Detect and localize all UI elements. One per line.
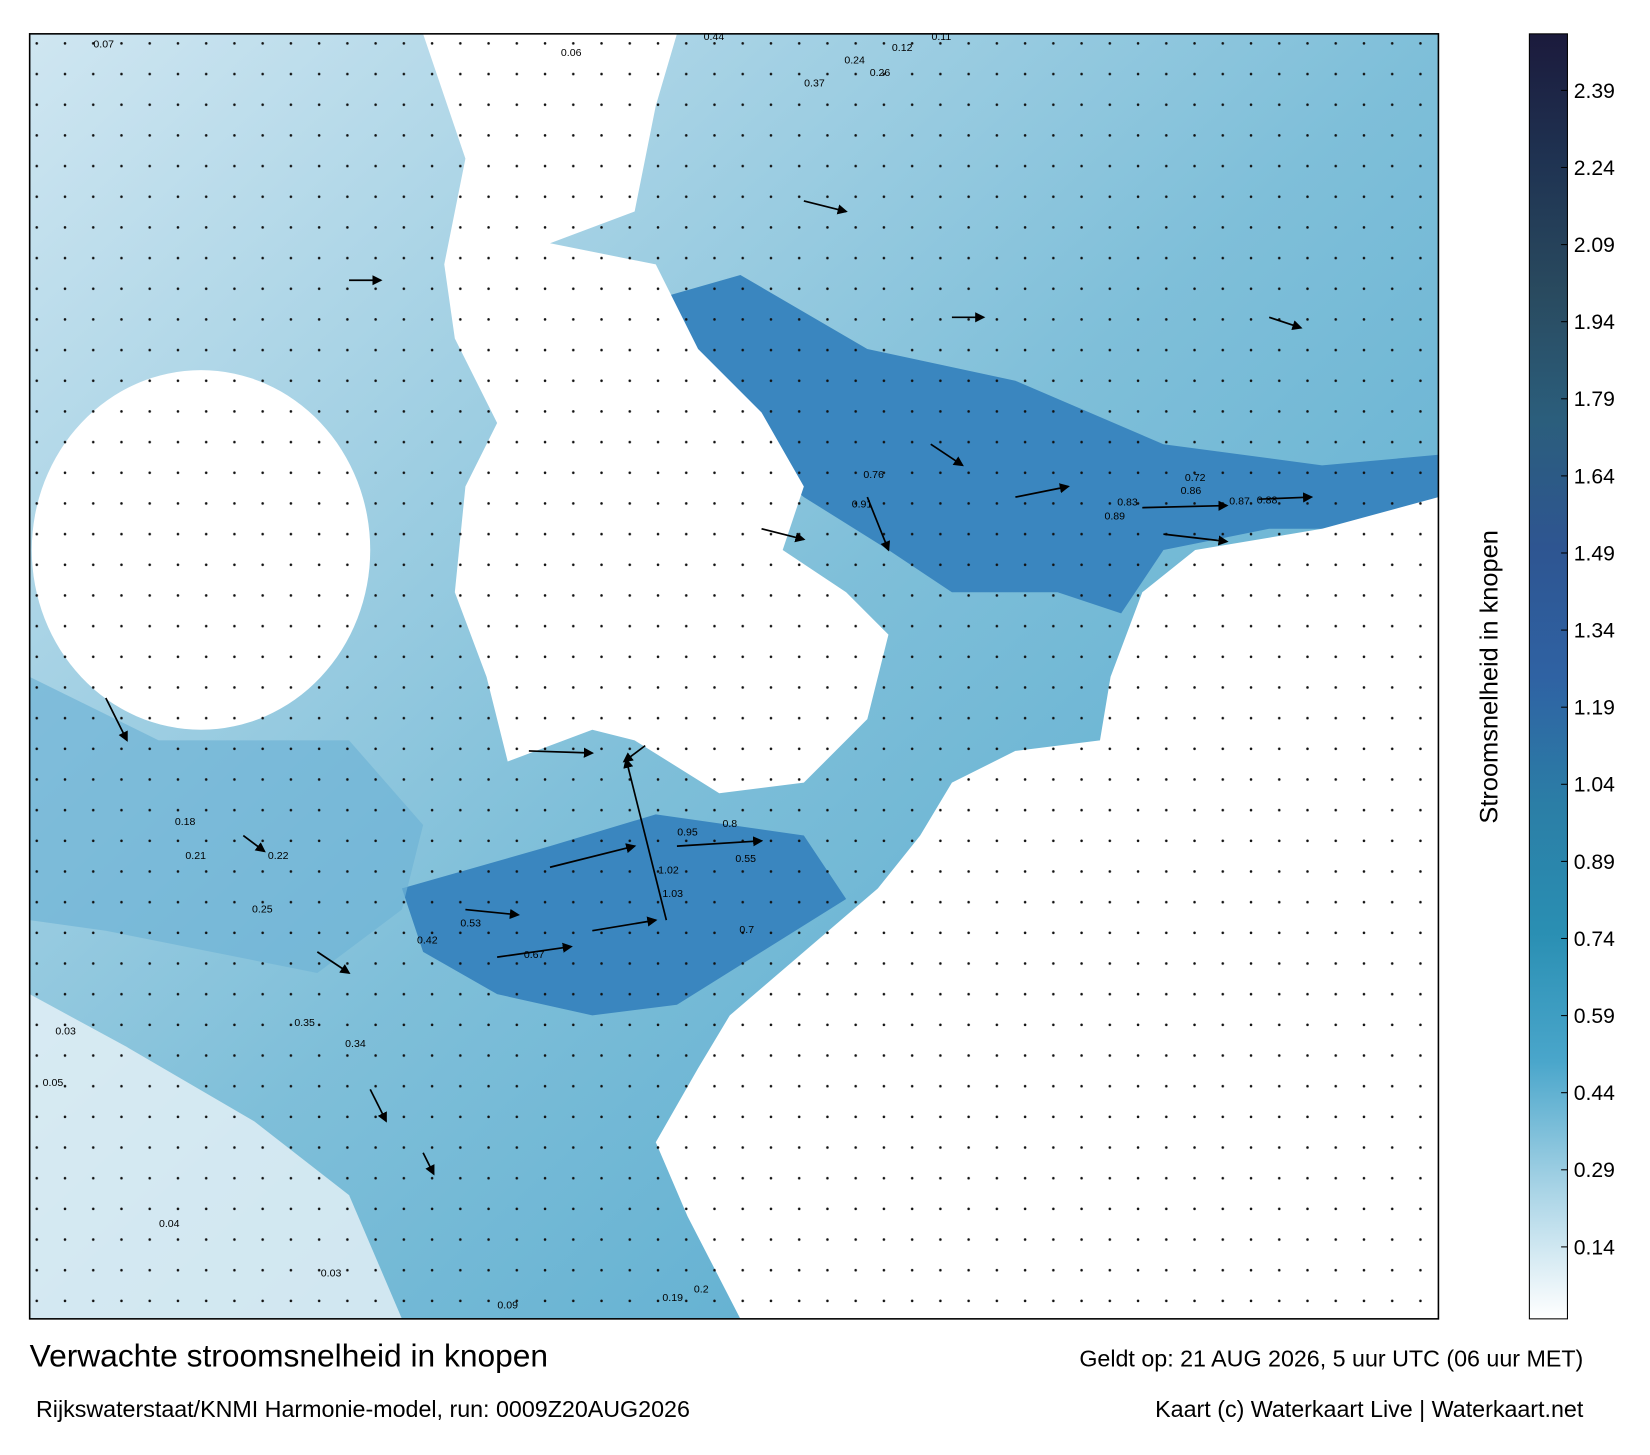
speed-label: 0.83	[1117, 497, 1138, 509]
speed-label: 0.8	[722, 818, 737, 830]
speed-label: 0.07	[93, 39, 114, 51]
speed-label: 0.22	[268, 850, 289, 862]
speed-label: 0.53	[460, 917, 481, 929]
colorbar-tick-label: 0.29	[1574, 1159, 1615, 1182]
colorbar-fill	[1528, 33, 1568, 1320]
grid-dots	[29, 33, 1439, 1319]
colorbar-tick-label: 0.74	[1574, 928, 1615, 951]
speed-label: 0.89	[1105, 510, 1126, 522]
model-run: Rijkswaterstaat/KNMI Harmonie-model, run…	[36, 1396, 690, 1422]
current-arrow	[1258, 492, 1314, 503]
colorbar-tick-label: 0.59	[1574, 1005, 1615, 1028]
speed-label: 0.03	[55, 1025, 76, 1037]
speed-label: 0.35	[294, 1017, 315, 1029]
colorbar-tick-label: 2.39	[1574, 80, 1615, 103]
speed-label: 0.04	[159, 1218, 180, 1230]
credits: Kaart (c) Waterkaart Live | Waterkaart.n…	[1155, 1396, 1584, 1422]
speed-label: 0.05	[43, 1077, 64, 1089]
colorbar-tick-label: 1.19	[1574, 697, 1615, 720]
colorbar-tick-label: 0.44	[1574, 1082, 1615, 1105]
speed-label: 0.37	[804, 78, 825, 90]
current-arrow	[528, 747, 595, 758]
speed-label: 0.42	[417, 934, 438, 946]
speed-label: 0.21	[185, 850, 206, 862]
current-arrow	[1163, 533, 1229, 546]
speed-label: 1.02	[658, 865, 679, 877]
current-arrow	[369, 1088, 387, 1123]
speed-label: 0.06	[561, 47, 582, 59]
current-arrow	[549, 843, 637, 869]
speed-label: 0.86	[1181, 485, 1202, 497]
colorbar-tick-label: 1.94	[1574, 311, 1615, 334]
speed-label: 0.87	[1229, 495, 1250, 507]
speed-label: 0.7	[739, 924, 754, 936]
current-arrow	[316, 951, 351, 974]
speed-label: 0.12	[892, 42, 913, 54]
speed-label: 0.25	[252, 904, 273, 916]
speed-label: 0.09	[497, 1299, 518, 1311]
current-arrow	[803, 200, 848, 215]
current-arrows	[105, 200, 1314, 1176]
speed-label: 0.91	[852, 499, 873, 511]
speed-label: 0.18	[175, 816, 196, 828]
speed-label: 1.03	[662, 888, 683, 900]
colorbar-tick-label: 1.64	[1574, 465, 1615, 488]
speed-label: 0.19	[662, 1292, 683, 1304]
current-arrow	[465, 908, 520, 920]
speed-label: 0.55	[735, 853, 756, 865]
current-arrow	[422, 1152, 435, 1176]
colorbar-tick-label: 0.14	[1574, 1236, 1615, 1259]
speed-label: 0.24	[844, 54, 865, 66]
current-arrow	[105, 697, 128, 742]
colorbar-tick-label: 2.09	[1574, 234, 1615, 257]
map-labels: 0.07 1.02 1.03 0.95 0.830.89 0.91 0.87 0.88 0.86…	[43, 31, 1278, 1311]
current-arrow	[866, 496, 891, 552]
colorbar-tick-label: 2.24	[1574, 157, 1615, 180]
colorbar-tick-label: 0.89	[1574, 851, 1615, 874]
current-arrow	[1015, 483, 1070, 498]
colorbar-tick-label: 1.49	[1574, 542, 1615, 565]
speed-label: 0.34	[345, 1038, 366, 1050]
colorbar: 0.14 0.29 0.44 0.59 0.74 0.89 1.04 1.19 1.34 1.49…	[1528, 33, 1615, 1320]
current-arrow	[930, 443, 964, 467]
current-arrow	[497, 942, 573, 958]
colorbar-tick-label: 1.04	[1574, 774, 1615, 797]
speed-label: 0.03	[321, 1268, 342, 1280]
colorbar-tick-label: 1.79	[1574, 388, 1615, 411]
current-arrow	[623, 757, 668, 921]
current-arrow	[1142, 500, 1229, 511]
current-arrow	[676, 836, 764, 847]
map: 0.07 1.02 1.03 0.95 0.830.89 0.91 0.87 0.88 0.86…	[28, 31, 1440, 1320]
map-frame	[28, 33, 1440, 1320]
current-arrow	[592, 916, 658, 932]
speed-label: 0.26	[870, 67, 891, 79]
current-arrow	[1268, 316, 1303, 331]
speed-label: 0.95	[677, 827, 698, 839]
speed-label: 0.2	[694, 1283, 709, 1295]
speed-label: 0.44	[704, 31, 725, 43]
valid-time: Geldt op: 21 AUG 2026, 5 uur UTC (06 uur…	[1079, 1345, 1583, 1371]
speed-label: 0.67	[524, 949, 545, 961]
speed-label: 0.88	[1257, 494, 1278, 506]
current-arrow	[242, 834, 266, 853]
current-arrow	[761, 527, 806, 543]
speed-label: 0.76	[863, 469, 884, 481]
colorbar-label: Stroomsnelheid in knopen	[1476, 530, 1504, 823]
title: Verwachte stroomsnelheid in knopen	[30, 1337, 548, 1373]
colorbar-tick-label: 1.34	[1574, 619, 1615, 642]
speed-label: 0.72	[1185, 472, 1206, 484]
speed-label: 0.11	[931, 31, 951, 43]
